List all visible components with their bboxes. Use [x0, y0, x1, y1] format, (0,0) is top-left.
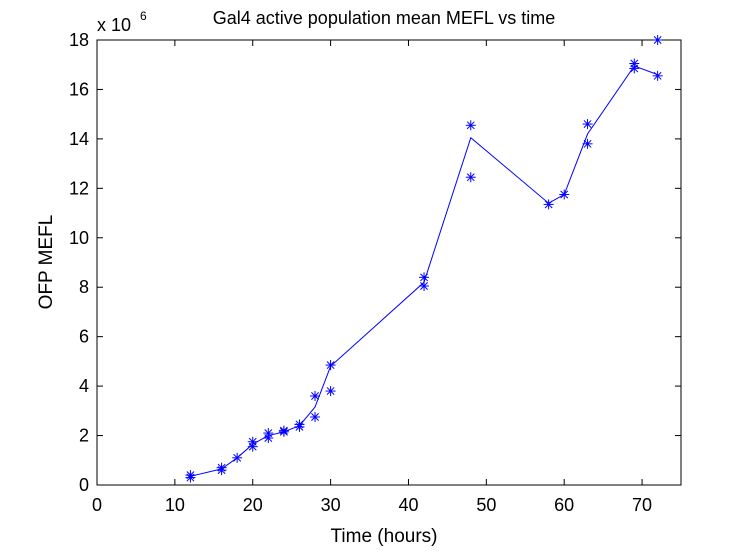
data-point-marker — [310, 412, 321, 423]
x-axis-ticks: 0 10 20 30 40 50 60 70 — [92, 40, 652, 515]
data-point-marker — [247, 436, 258, 447]
data-point-marker — [263, 428, 274, 439]
data-point-marker — [278, 425, 289, 436]
y-scale-exponent: 6 — [140, 9, 147, 23]
x-tick-label: 60 — [554, 495, 574, 515]
marker-group — [185, 35, 663, 483]
x-tick-label: 70 — [632, 495, 652, 515]
y-tick-label: 4 — [79, 376, 89, 396]
plot-area — [96, 39, 682, 486]
data-point-marker — [465, 172, 476, 183]
y-axis-label: OFP MEFL — [36, 215, 57, 310]
data-point-marker — [310, 391, 321, 401]
chart-title: Gal4 active population mean MEFL vs time — [213, 8, 556, 28]
data-point-marker — [325, 360, 336, 371]
data-point-marker — [419, 280, 430, 291]
data-point-marker — [652, 70, 663, 81]
x-tick-label: 40 — [398, 495, 418, 515]
x-tick-label: 0 — [92, 495, 102, 515]
series-line-group — [190, 65, 658, 477]
data-point-marker — [325, 386, 336, 397]
series-line — [190, 65, 658, 477]
data-point-marker — [543, 199, 554, 210]
y-tick-label: 16 — [69, 79, 89, 99]
x-tick-label: 30 — [321, 495, 341, 515]
y-tick-label: 12 — [69, 178, 89, 198]
y-tick-label: 10 — [69, 228, 89, 248]
y-tick-label: 2 — [79, 426, 89, 446]
data-point-marker — [294, 419, 305, 430]
data-point-marker — [582, 119, 593, 130]
y-tick-label: 14 — [69, 129, 89, 149]
data-point-marker — [185, 470, 196, 481]
x-tick-label: 50 — [476, 495, 496, 515]
data-point-marker — [216, 462, 227, 473]
y-tick-label: 8 — [79, 277, 89, 297]
x-tick-label: 20 — [243, 495, 263, 515]
data-point-marker — [465, 120, 476, 131]
data-point-marker — [559, 189, 570, 200]
x-axis-label: Time (hours) — [331, 526, 438, 547]
y-axis-ticks: 0 2 4 6 8 10 12 14 16 18 — [69, 30, 681, 495]
x-tick-label: 10 — [165, 495, 185, 515]
data-point-marker — [232, 452, 243, 463]
y-tick-label: 18 — [69, 30, 89, 50]
data-point-marker — [582, 138, 593, 149]
data-point-marker — [629, 58, 640, 69]
y-scale-factor: x 10 — [97, 15, 131, 35]
y-tick-label: 6 — [79, 327, 89, 347]
data-point-marker — [652, 35, 663, 45]
data-point-marker — [419, 272, 430, 283]
y-tick-label: 0 — [79, 475, 89, 495]
